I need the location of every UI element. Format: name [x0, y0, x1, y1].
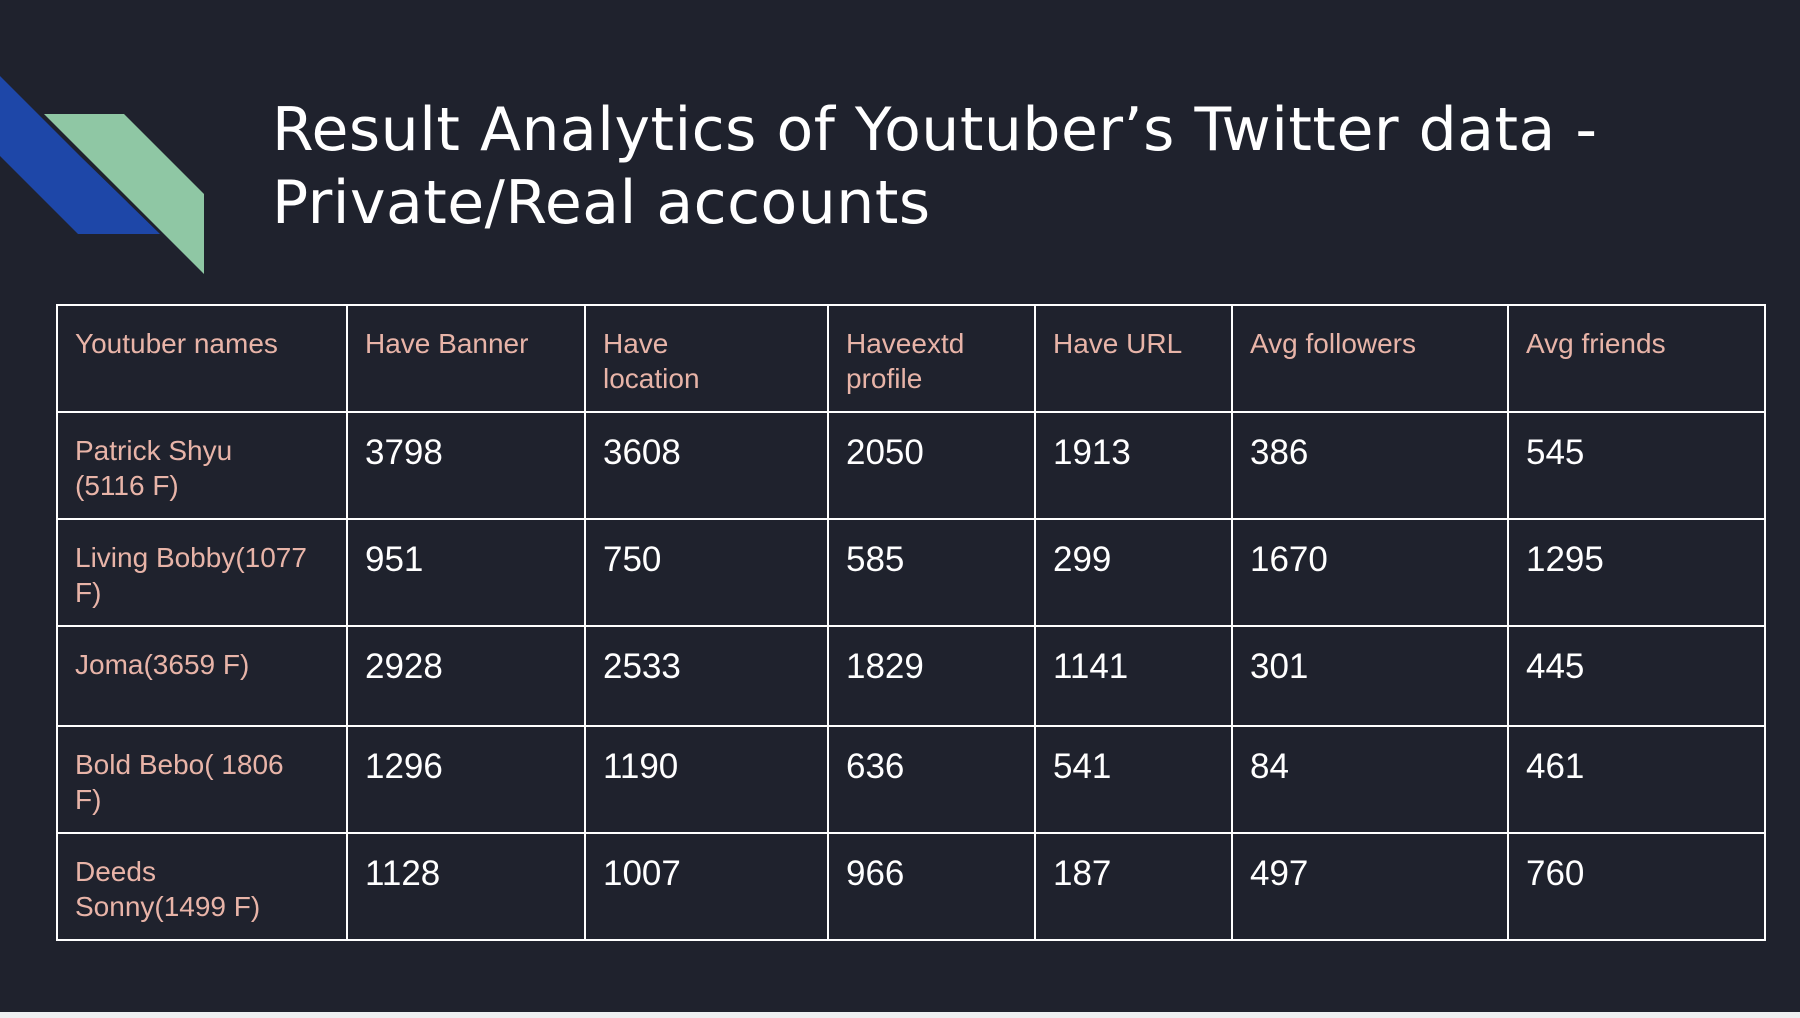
- youtuber-name: Joma(3659 F): [75, 649, 250, 680]
- haveextd-profile-value: 966: [846, 854, 905, 893]
- value-cell: 966: [827, 832, 1036, 941]
- value-cell: 585: [827, 518, 1036, 627]
- header-cell: Have Banner: [346, 304, 586, 413]
- have-location-value: 2533: [603, 647, 681, 686]
- avg-friends-value: 445: [1526, 647, 1585, 686]
- value-cell: 497: [1231, 832, 1509, 941]
- column-header-avg-friends: Avg friends: [1526, 328, 1666, 359]
- column-header-avg-followers: Avg followers: [1250, 328, 1417, 359]
- slide-title: Result Analytics of Youtuber’s Twitter d…: [272, 95, 1598, 238]
- value-cell: 636: [827, 725, 1036, 834]
- table-header-row: Youtuber names Have Banner Have location…: [56, 304, 1766, 413]
- value-cell: 1670: [1231, 518, 1509, 627]
- avg-friends-value: 760: [1526, 854, 1585, 893]
- header-cell: Have URL: [1034, 304, 1233, 413]
- value-cell: 2533: [584, 625, 829, 727]
- value-cell: 1913: [1034, 411, 1233, 520]
- value-cell: 1295: [1507, 518, 1766, 627]
- value-cell: 2050: [827, 411, 1036, 520]
- value-cell: 1296: [346, 725, 586, 834]
- youtuber-name: Patrick Shyu (5116 F): [75, 435, 233, 501]
- column-header-have-banner: Have Banner: [365, 328, 529, 359]
- decorative-ribbon-graphic: [0, 76, 204, 274]
- header-cell: Have location: [584, 304, 829, 413]
- have-url-value: 299: [1053, 540, 1112, 579]
- have-location-value: 1190: [603, 747, 679, 786]
- column-header-have-location: Have location: [603, 328, 700, 394]
- value-cell: 545: [1507, 411, 1766, 520]
- haveextd-profile-value: 2050: [846, 433, 924, 472]
- have-banner-value: 2928: [365, 647, 443, 686]
- name-cell: Joma(3659 F): [56, 625, 348, 727]
- value-cell: 187: [1034, 832, 1233, 941]
- avg-friends-value: 1295: [1526, 540, 1604, 579]
- column-header-have-url: Have URL: [1053, 328, 1183, 359]
- have-banner-value: 951: [365, 540, 424, 579]
- value-cell: 84: [1231, 725, 1509, 834]
- value-cell: 461: [1507, 725, 1766, 834]
- haveextd-profile-value: 585: [846, 540, 905, 579]
- column-header-haveextd-profile: Haveextd profile: [846, 328, 965, 394]
- header-cell: Avg followers: [1231, 304, 1509, 413]
- table-row: Bold Bebo( 1806 F) 1296 1190 636 541 84 …: [56, 725, 1766, 834]
- name-cell: Living Bobby(1077 F): [56, 518, 348, 627]
- youtuber-name: Living Bobby(1077 F): [75, 542, 307, 608]
- have-banner-value: 3798: [365, 433, 443, 472]
- haveextd-profile-value: 1829: [846, 647, 924, 686]
- avg-followers-value: 301: [1250, 647, 1309, 686]
- have-location-value: 750: [603, 540, 662, 579]
- value-cell: 445: [1507, 625, 1766, 727]
- avg-followers-value: 386: [1250, 433, 1309, 472]
- have-url-value: 541: [1053, 747, 1112, 786]
- avg-followers-value: 1670: [1250, 540, 1328, 579]
- header-cell: Haveextd profile: [827, 304, 1036, 413]
- have-banner-value: 1296: [365, 747, 443, 786]
- avg-followers-value: 84: [1250, 747, 1289, 786]
- table-row: Patrick Shyu (5116 F) 3798 3608 2050 191…: [56, 411, 1766, 520]
- have-banner-value: 1128: [365, 854, 441, 893]
- name-cell: Deeds Sonny(1499 F): [56, 832, 348, 941]
- column-header-youtuber-names: Youtuber names: [75, 328, 278, 359]
- value-cell: 299: [1034, 518, 1233, 627]
- have-url-value: 1913: [1053, 433, 1131, 472]
- table-row: Deeds Sonny(1499 F) 1128 1007 966 187 49…: [56, 832, 1766, 941]
- have-location-value: 1007: [603, 854, 681, 893]
- analytics-table: Youtuber names Have Banner Have location…: [56, 304, 1766, 941]
- value-cell: 1829: [827, 625, 1036, 727]
- avg-friends-value: 545: [1526, 433, 1585, 472]
- value-cell: 541: [1034, 725, 1233, 834]
- value-cell: 301: [1231, 625, 1509, 727]
- green-ribbon-shape: [44, 114, 204, 274]
- value-cell: 1007: [584, 832, 829, 941]
- name-cell: Patrick Shyu (5116 F): [56, 411, 348, 520]
- value-cell: 760: [1507, 832, 1766, 941]
- value-cell: 1190: [584, 725, 829, 834]
- header-cell: Youtuber names: [56, 304, 348, 413]
- value-cell: 750: [584, 518, 829, 627]
- value-cell: 3798: [346, 411, 586, 520]
- avg-followers-value: 497: [1250, 854, 1309, 893]
- value-cell: 1141: [1034, 625, 1233, 727]
- youtuber-name: Bold Bebo( 1806 F): [75, 749, 284, 815]
- name-cell: Bold Bebo( 1806 F): [56, 725, 348, 834]
- value-cell: 1128: [346, 832, 586, 941]
- blue-ribbon-shape: [0, 76, 160, 234]
- youtuber-name: Deeds Sonny(1499 F): [75, 856, 261, 922]
- header-cell: Avg friends: [1507, 304, 1766, 413]
- value-cell: 386: [1231, 411, 1509, 520]
- haveextd-profile-value: 636: [846, 747, 905, 786]
- table-row: Joma(3659 F) 2928 2533 1829 1141 301 445: [56, 625, 1766, 727]
- avg-friends-value: 461: [1526, 747, 1585, 786]
- value-cell: 2928: [346, 625, 586, 727]
- value-cell: 3608: [584, 411, 829, 520]
- have-url-value: 1141: [1053, 647, 1129, 686]
- have-url-value: 187: [1053, 854, 1112, 893]
- have-location-value: 3608: [603, 433, 681, 472]
- value-cell: 951: [346, 518, 586, 627]
- table-row: Living Bobby(1077 F) 951 750 585 299 167…: [56, 518, 1766, 627]
